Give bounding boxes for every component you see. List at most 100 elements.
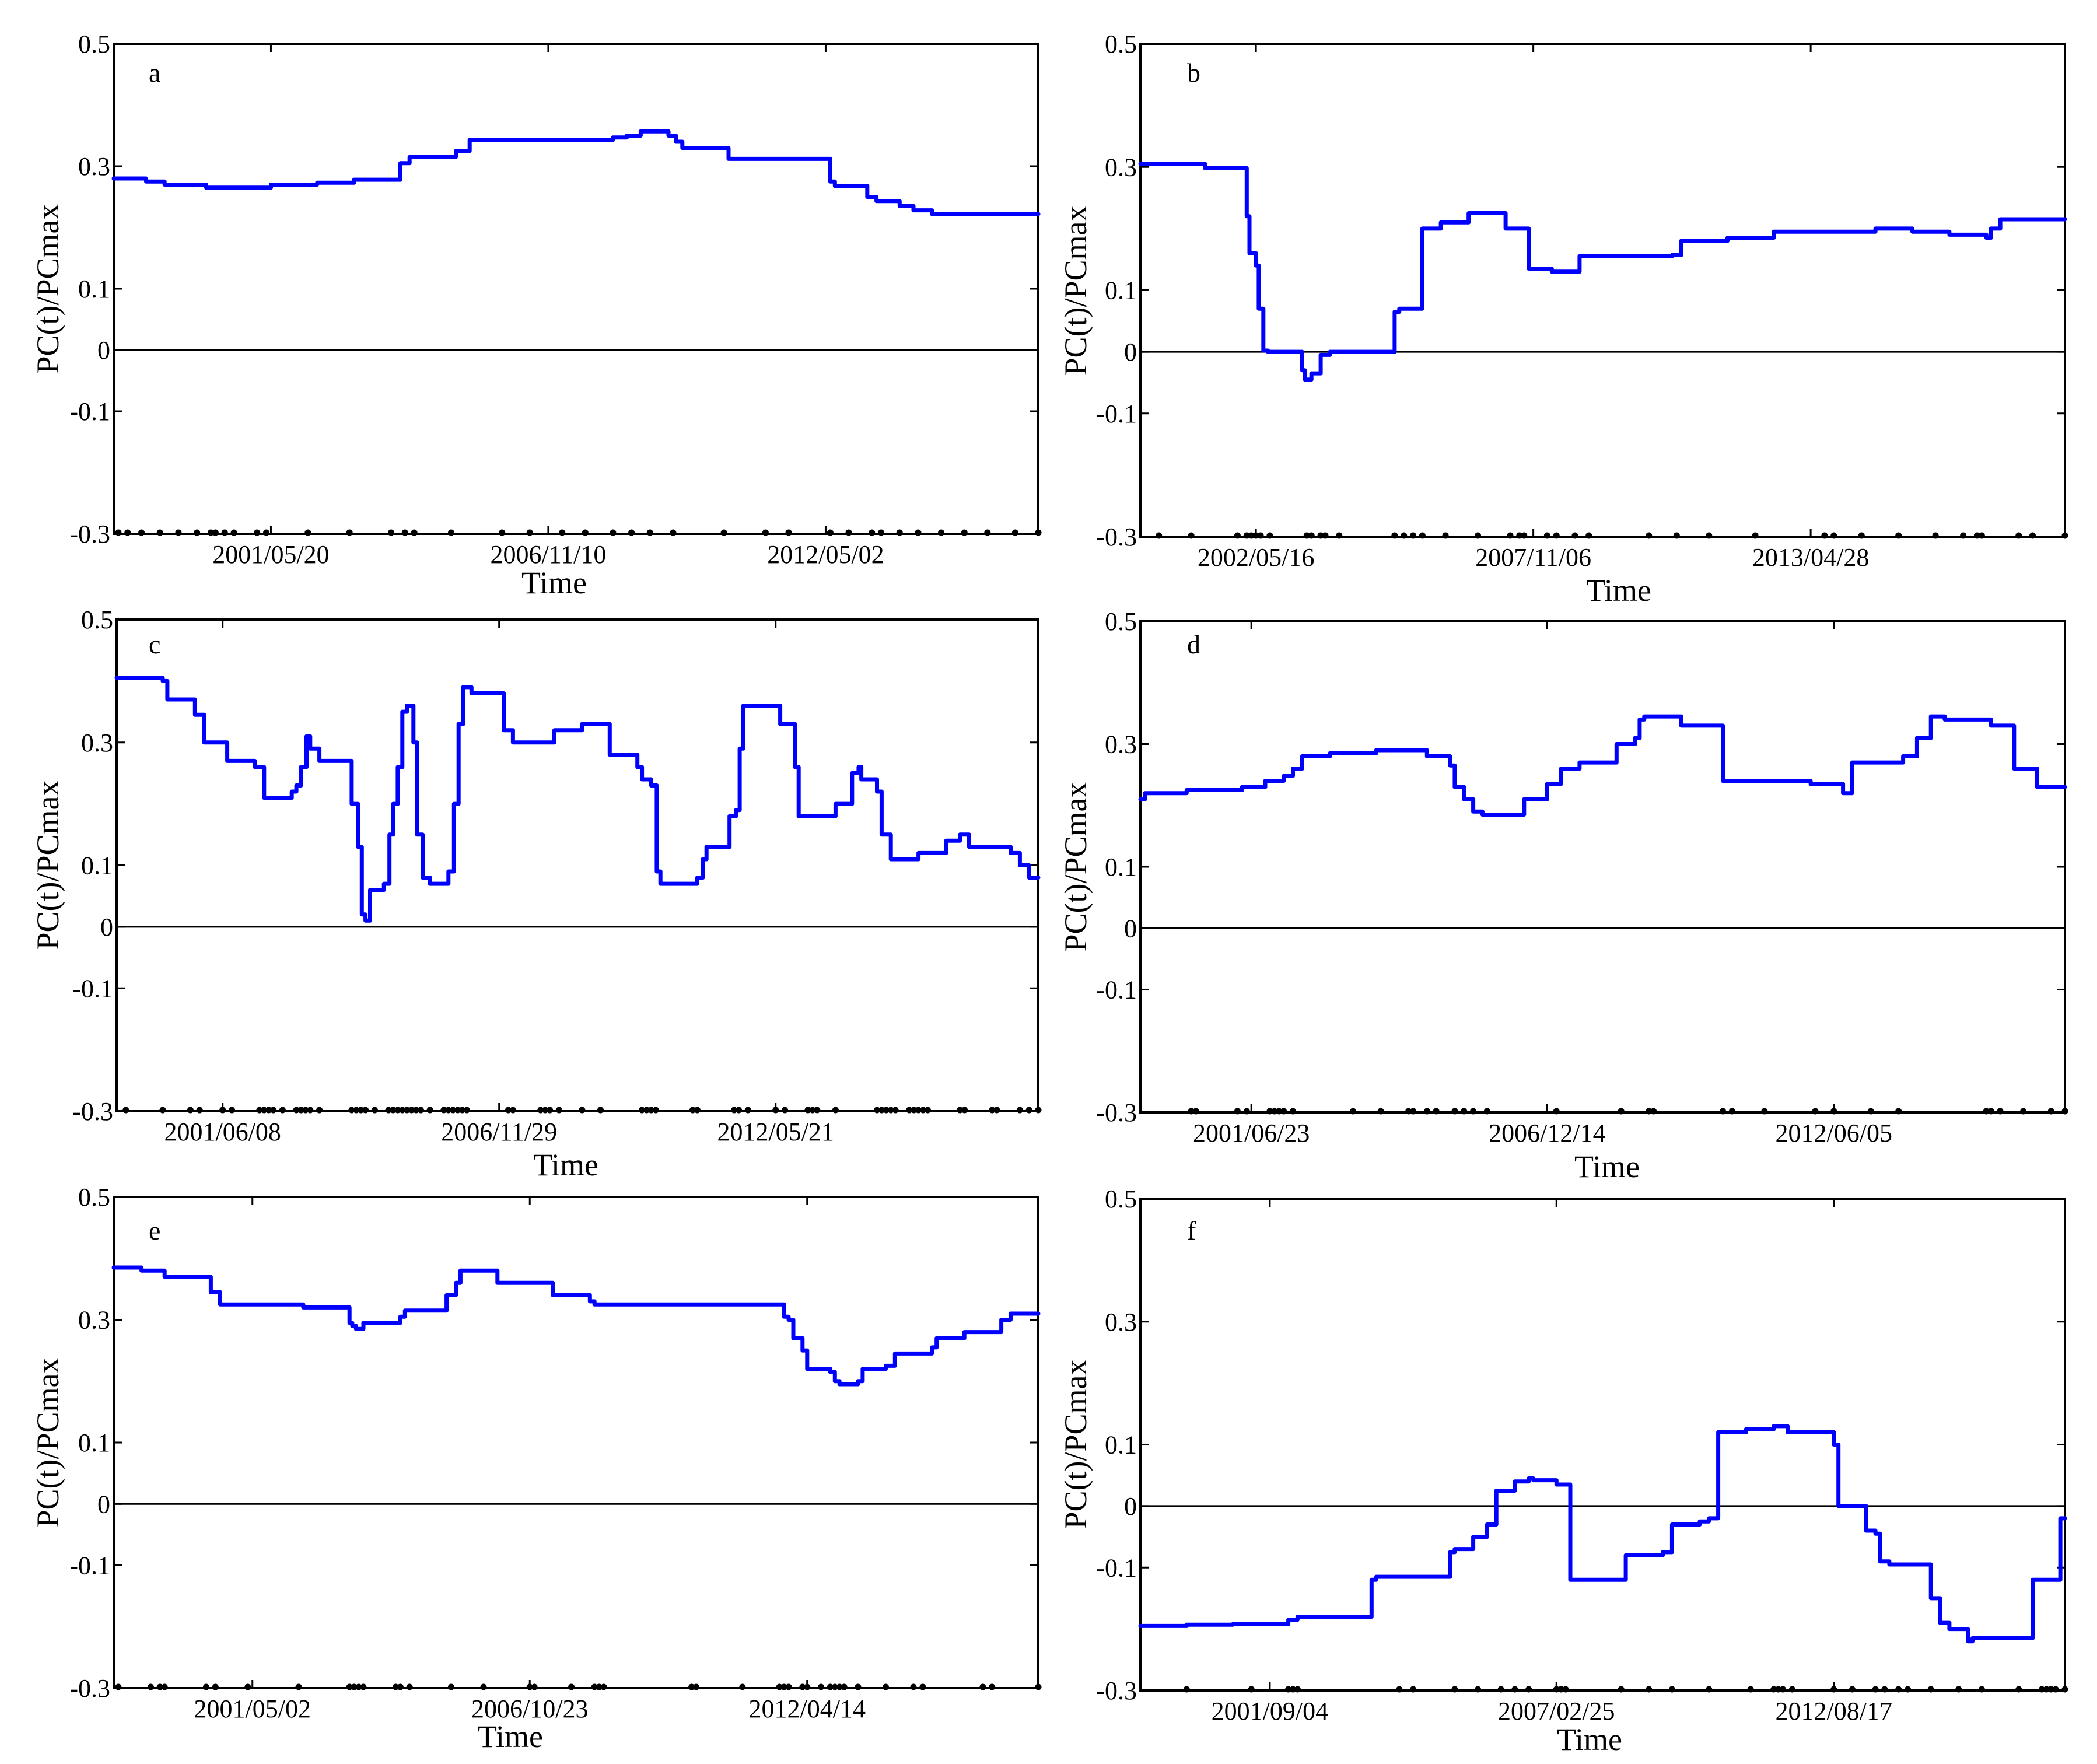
panel-e-event-marker xyxy=(804,1684,811,1690)
panel-e-xlabel: Time xyxy=(478,1719,543,1754)
panel-b-event-marker xyxy=(1252,532,1259,539)
panel-a-event-marker xyxy=(1035,529,1042,536)
panel-a-event-marker xyxy=(869,529,876,536)
panel-e-event-marker xyxy=(818,1684,825,1690)
panel-a-event-marker xyxy=(304,529,311,536)
panel-b-event-marker xyxy=(1646,532,1653,539)
panel-d-event-marker xyxy=(1983,1108,1990,1115)
panel-e-ytick-label: 0.3 xyxy=(78,1306,110,1335)
panel-a-xtick-label: 2006/11/10 xyxy=(491,540,607,569)
panel-a-event-marker xyxy=(559,529,566,536)
panel-b-event-marker xyxy=(1932,532,1939,539)
chart-panel-e: e Time PC(t)/PCmax 0.5 0.3 0.1 0 -0.1 -0.3 200… xyxy=(30,1183,1042,1754)
panel-a-event-marker xyxy=(762,529,769,536)
panel-b-event-marker xyxy=(1960,532,1967,539)
panel-a-event-marker xyxy=(115,529,122,536)
panel-e-event-marker xyxy=(397,1684,404,1690)
panel-b-letter: b xyxy=(1187,58,1200,88)
panel-e-event-marker xyxy=(855,1684,862,1690)
panel-e-event-marker xyxy=(360,1684,367,1690)
panel-f-event-marker xyxy=(1451,1686,1458,1693)
panel-b-event-marker xyxy=(1475,532,1482,539)
panel-c-event-marker xyxy=(265,1107,272,1114)
panel-a-event-marker xyxy=(401,529,408,536)
panel-d-event-marker xyxy=(2020,1108,2027,1115)
panel-f-event-marker xyxy=(1396,1686,1403,1693)
panel-a-event-marker xyxy=(207,529,214,536)
panel-a-event-marker xyxy=(175,529,182,536)
panel-f-event-marker xyxy=(2052,1686,2059,1693)
panel-b-ylabel: PC(t)/PCmax xyxy=(1058,205,1093,375)
panel-d-event-marker xyxy=(1728,1108,1735,1115)
panel-c-event-marker xyxy=(911,1107,918,1114)
panel-d-xlabel: Time xyxy=(1574,1149,1640,1184)
panel-d-event-marker xyxy=(1423,1108,1430,1115)
panel-a-event-marker xyxy=(448,529,455,536)
panel-a-ytick-label: -0.1 xyxy=(69,397,110,426)
panel-d-event-marker xyxy=(1483,1108,1490,1115)
panel-c-event-marker xyxy=(390,1107,397,1114)
panel-e-event-marker xyxy=(568,1684,575,1690)
panel-a-event-marker xyxy=(610,529,617,536)
panel-f-event-marker xyxy=(1618,1686,1625,1693)
panel-a-series-line xyxy=(111,129,1041,216)
panel-c-event-marker xyxy=(187,1107,194,1114)
panel-a-event-marker xyxy=(845,529,852,536)
panel-e-event-marker xyxy=(203,1684,209,1690)
panel-e-ytick-label: 0 xyxy=(97,1490,110,1518)
panel-c-series-line xyxy=(114,676,1041,923)
panel-c-ytick-label: -0.1 xyxy=(72,974,113,1003)
panel-b-event-marker xyxy=(1978,532,1985,539)
panel-c-event-marker xyxy=(122,1107,129,1114)
panel-c-event-marker xyxy=(404,1107,411,1114)
panel-f-event-marker xyxy=(1978,1686,1985,1693)
panel-a-event-marker xyxy=(785,529,792,536)
panel-a-event-marker xyxy=(526,529,533,536)
panel-c-event-marker xyxy=(1016,1107,1023,1114)
panel-c-event-marker xyxy=(993,1107,1000,1114)
panel-d-event-marker xyxy=(1350,1108,1357,1115)
panel-c-event-marker xyxy=(454,1107,461,1114)
panel-a-event-marker xyxy=(827,529,834,536)
panel-c-event-marker xyxy=(261,1107,268,1114)
panel-e-event-marker xyxy=(531,1684,538,1690)
panel-b-event-marker xyxy=(1257,532,1264,539)
panel-f-ylabel: PC(t)/PCmax xyxy=(1058,1359,1093,1529)
panel-b-event-marker xyxy=(2061,532,2068,539)
panel-c-event-marker xyxy=(459,1107,465,1114)
panel-c-event-marker xyxy=(883,1107,890,1114)
panel-a-event-marker xyxy=(961,529,968,536)
panel-d-event-marker xyxy=(1867,1108,1874,1115)
panel-f-event-marker xyxy=(1525,1686,1532,1693)
panel-c-event-marker xyxy=(639,1107,646,1114)
panel-c-event-marker xyxy=(413,1107,419,1114)
panel-e-xtick-label: 2012/04/14 xyxy=(749,1695,866,1723)
panel-e-ylabel: PC(t)/PCmax xyxy=(30,1357,65,1527)
panel-d-event-marker xyxy=(1553,1108,1560,1115)
panel-f-event-marker xyxy=(2061,1686,2068,1693)
panel-c-event-marker xyxy=(417,1107,424,1114)
panel-c-event-marker xyxy=(647,1107,654,1114)
panel-a-event-marker xyxy=(896,529,903,536)
panel-c-event-marker xyxy=(689,1107,696,1114)
panel-d-event-marker xyxy=(1271,1108,1278,1115)
panel-b-event-marker xyxy=(1571,532,1578,539)
panel-e-event-marker xyxy=(780,1684,787,1690)
panel-c-event-marker xyxy=(463,1107,470,1114)
panel-c-ytick-label: 0.1 xyxy=(81,852,113,880)
panel-a-event-marker xyxy=(878,529,885,536)
panel-a-event-marker xyxy=(124,529,131,536)
panel-c-event-marker xyxy=(229,1107,235,1114)
panel-a-event-marker xyxy=(411,529,418,536)
panel-f-xtick-label: 2007/02/25 xyxy=(1498,1697,1615,1726)
panel-f-event-marker xyxy=(1248,1686,1255,1693)
panel-b-event-marker xyxy=(1248,532,1255,539)
panel-b-event-marker xyxy=(1401,532,1408,539)
panel-d-letter: d xyxy=(1187,629,1200,659)
panel-e-event-marker xyxy=(147,1684,154,1690)
panel-e-event-marker xyxy=(600,1684,607,1690)
panel-f-ytick-label: 0 xyxy=(1124,1492,1137,1521)
panel-b-ytick-label: -0.3 xyxy=(1096,523,1137,551)
panel-c-ytick-label: 0.3 xyxy=(81,729,113,757)
panel-f-xtick-label: 2001/09/04 xyxy=(1212,1697,1328,1726)
